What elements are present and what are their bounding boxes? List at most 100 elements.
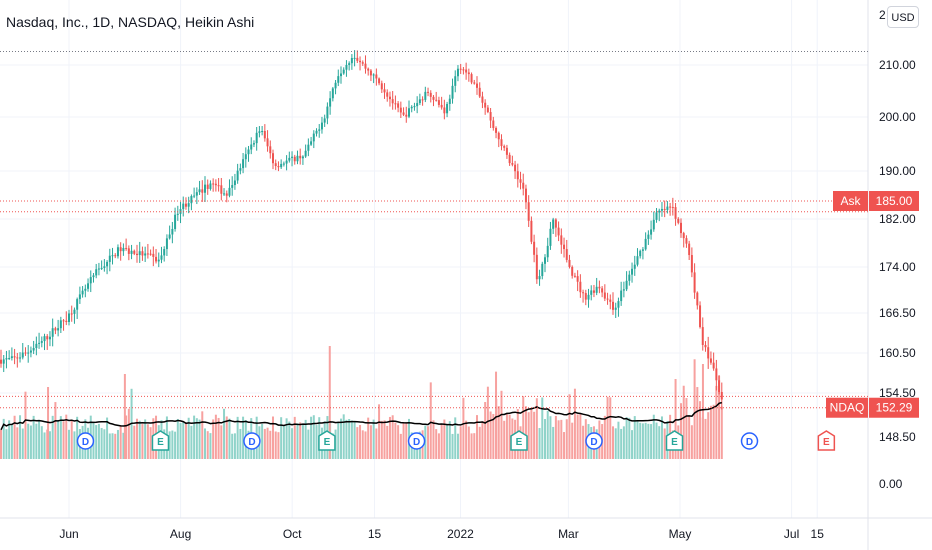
volume-bar <box>503 420 506 459</box>
volume-bar <box>263 428 266 459</box>
last-price-tag-label: NDAQ <box>830 401 865 415</box>
volume-bar <box>356 427 359 459</box>
candle-body <box>620 290 623 302</box>
candle-body <box>329 98 332 107</box>
dividend-circle <box>740 432 759 450</box>
volume-bar <box>465 420 468 459</box>
event-label: E <box>157 437 164 448</box>
volume-bar <box>568 394 571 459</box>
volume-bar <box>111 433 114 459</box>
candle-body <box>465 69 468 73</box>
volume-bar <box>473 433 476 459</box>
candle-body <box>617 301 620 308</box>
candle-body <box>690 255 693 273</box>
candle-body <box>32 348 35 351</box>
dividend-circle <box>585 432 603 450</box>
candle-body <box>560 235 563 245</box>
earnings-shape <box>318 430 336 451</box>
candle-body <box>568 259 571 267</box>
earnings-marker[interactable]: E <box>151 430 170 451</box>
candle-body <box>231 185 234 188</box>
earnings-marker[interactable]: E <box>318 430 336 451</box>
candle-body <box>440 104 443 108</box>
candle-body <box>522 182 525 189</box>
volume-bar <box>383 420 386 459</box>
dividend-marker[interactable]: D <box>76 432 95 450</box>
volume-bar <box>127 408 130 459</box>
volume-bar <box>337 421 340 459</box>
volume-bar <box>715 385 718 459</box>
candle-body <box>391 99 394 104</box>
earnings-shape <box>510 430 528 451</box>
candle-body <box>127 248 130 254</box>
dividend-marker[interactable]: D <box>740 432 759 450</box>
volume-bar <box>699 401 702 459</box>
candle-body <box>10 356 13 359</box>
last-price-tag-label-box <box>826 397 868 418</box>
candle-body <box>696 292 699 306</box>
earnings-marker[interactable]: E <box>510 430 528 451</box>
volume-bar <box>223 408 226 459</box>
candle-body <box>293 156 296 162</box>
candle-body <box>195 192 198 196</box>
volume-bar <box>535 398 538 459</box>
volume-bar <box>285 418 288 459</box>
volume-bar <box>478 426 481 459</box>
candle-body <box>198 189 201 193</box>
earnings-marker[interactable]: E <box>817 430 836 451</box>
volume-bar <box>429 382 432 459</box>
volume-bar <box>217 417 220 459</box>
dividend-marker[interactable]: D <box>243 432 261 450</box>
volume-bar <box>179 423 182 459</box>
candle-body <box>193 195 196 197</box>
volume-bar <box>720 406 723 459</box>
candle-body <box>326 106 329 119</box>
volume-bar <box>497 406 500 459</box>
volume-bar <box>73 431 76 459</box>
volume-bar <box>647 423 650 459</box>
dividend-marker[interactable]: D <box>407 432 426 450</box>
volume-bar <box>123 374 126 459</box>
volume-bar <box>236 416 239 459</box>
candle-body <box>348 63 351 65</box>
candle-body <box>263 130 266 139</box>
volume-bar <box>176 418 179 459</box>
volume-bar <box>541 397 544 459</box>
candle-body <box>631 268 634 275</box>
candle-body <box>76 299 79 310</box>
candle-body <box>388 96 391 100</box>
candle-body <box>337 76 340 83</box>
candle-body <box>255 132 258 144</box>
volume-bar <box>688 415 691 459</box>
candle-body <box>408 108 410 117</box>
candle-body <box>160 255 163 260</box>
volume-bar <box>603 415 606 459</box>
candle-body <box>87 283 90 289</box>
candle-body <box>334 82 337 89</box>
candle-body <box>206 184 209 189</box>
candle-body <box>220 185 223 194</box>
candle-body <box>214 183 217 186</box>
candle-body <box>565 249 568 260</box>
dividend-marker[interactable]: D <box>585 432 603 450</box>
candle-body <box>508 154 511 164</box>
candle-body <box>163 249 166 256</box>
candle-body <box>157 259 160 262</box>
candle-body <box>462 69 465 71</box>
volume-bar <box>220 425 223 459</box>
candle-body <box>359 60 362 63</box>
earnings-marker[interactable]: E <box>665 430 684 451</box>
candle-body <box>454 76 457 86</box>
volume-bar <box>394 422 397 459</box>
candle-body <box>514 164 517 172</box>
candle-body <box>296 155 299 162</box>
currency-button[interactable]: USD <box>887 6 919 28</box>
volume-bar <box>138 420 141 459</box>
volume-bar <box>149 427 152 459</box>
candle-body <box>554 219 557 228</box>
volume-bar <box>427 426 430 459</box>
candle-body <box>5 358 8 360</box>
candle-body <box>141 251 144 256</box>
candle-body <box>367 68 370 71</box>
